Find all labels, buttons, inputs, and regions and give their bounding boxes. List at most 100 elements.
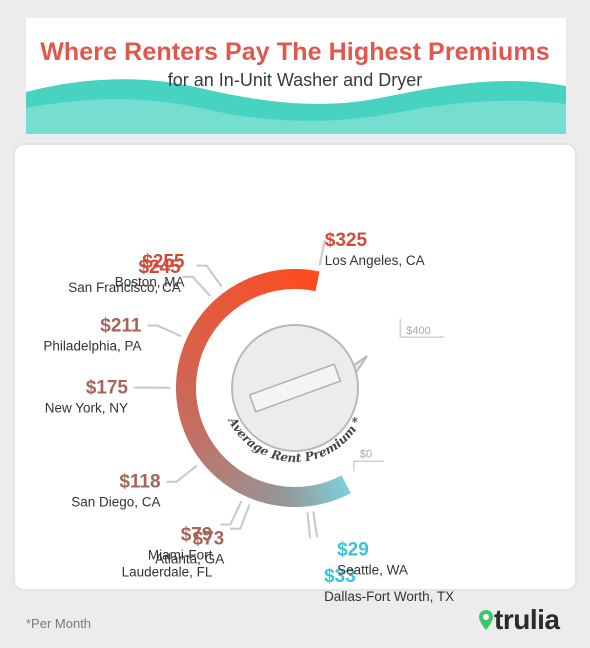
gauge-end-cap: [313, 271, 320, 292]
page-subtitle: for an In-Unit Washer and Dryer: [167, 70, 423, 90]
gauge-band-segment: [271, 485, 281, 506]
gauge-band-segment: [189, 433, 210, 448]
gauge-band-segment: [248, 276, 262, 297]
gauge-band-segment: [176, 369, 198, 378]
gauge-band-segment: [313, 484, 323, 505]
gauge-band-segment: [222, 289, 239, 310]
gauge-band-segment: [247, 478, 260, 500]
gauge-band-segment: [252, 480, 264, 501]
gauge-band-segment: [181, 417, 203, 430]
gauge-band-segment: [325, 480, 338, 502]
gauge-band-segment: [204, 306, 223, 324]
gauge-band-segment: [211, 299, 229, 318]
page-title: Where Renters Pay The Highest Premiums: [40, 38, 550, 66]
gauge-band-segment: [308, 485, 318, 506]
gauge-band-segment: [185, 425, 206, 439]
gauge-band-segment: [329, 479, 342, 500]
gauge-band-segment: [213, 460, 232, 479]
gauge-band-segment: [261, 483, 273, 504]
gauge-band-segment: [301, 269, 310, 290]
gauge-band-segment: [207, 302, 226, 321]
gauge-band-segment: [242, 476, 257, 498]
gauge-band-segment: [225, 468, 242, 488]
gauge-band-segment: [190, 326, 211, 342]
city-label: New York, NY: [45, 401, 128, 416]
value-label: $73: [193, 529, 225, 550]
gauge-band-segment: [177, 401, 198, 411]
city-label: Boston, MA: [115, 275, 185, 290]
gauge-band-segment: [266, 484, 277, 505]
value-label: $118: [119, 472, 160, 493]
callout-line: [318, 239, 326, 266]
gauge-band-segment: [235, 282, 250, 303]
callout-line: [147, 324, 182, 338]
gauge-band-segment: [306, 269, 315, 291]
callout-line: [312, 511, 319, 538]
gauge-band-segment: [187, 330, 209, 345]
callout-line: [166, 464, 198, 483]
gauge-band-segment: [195, 318, 215, 334]
value-label: $79: [181, 524, 213, 545]
gauge-band-segment: [197, 444, 217, 461]
gauge-band-segment: [268, 270, 278, 292]
city-label: Dallas-Fort Worth, TX: [324, 589, 454, 604]
scale-min-bracket: [353, 460, 384, 472]
gauge-band-segment: [263, 271, 274, 293]
gauge-band-segment: [178, 359, 199, 369]
scale-max-label: $400: [406, 325, 430, 337]
city-label: San Diego, CA: [71, 495, 160, 510]
callout-line: [196, 264, 223, 288]
gauge-band-segment: [203, 451, 222, 469]
dial-slot: [248, 363, 342, 413]
gauge-band-segment: [192, 322, 213, 338]
value-label: $245: [138, 257, 181, 278]
gauge-band-segment: [179, 354, 201, 365]
gauge-band-segment: [183, 421, 204, 435]
city-label: Philadelphia, PA: [43, 339, 141, 354]
gauge-band-segment: [185, 335, 207, 349]
gauge-band-segment: [258, 273, 270, 294]
value-label: $255: [142, 252, 185, 273]
scale-max-bracket: [399, 319, 445, 338]
gauge-band-segment: [177, 364, 199, 373]
map-pin-icon: [479, 610, 493, 630]
gauge-band-segment: [180, 349, 202, 361]
callout-line: [182, 275, 212, 297]
brand-name: trulia: [494, 604, 560, 635]
gauge-band-segment: [229, 470, 245, 491]
gauge-band-segment: [201, 310, 221, 328]
value-label: $33: [324, 566, 356, 587]
value-label: $211: [100, 316, 142, 337]
gauge-band-segment: [273, 270, 282, 291]
gauge-band-segment: [198, 314, 218, 331]
city-label: Los Angeles, CA: [325, 253, 425, 268]
gauge-band-segment: [214, 296, 233, 315]
gauge-band-segment: [217, 463, 235, 483]
gauge-band-segment: [256, 481, 268, 503]
gauge-band-segment: [180, 413, 201, 425]
gauge-band-segment: [206, 454, 225, 472]
city-label: Seattle, WA: [337, 562, 408, 577]
gauge-band-segment: [244, 277, 258, 299]
gauge-band-segment: [278, 269, 286, 291]
wave-front: [26, 99, 566, 134]
scale-min-label: $0: [360, 448, 372, 460]
value-label: $325: [325, 230, 368, 251]
gauge-band-segment: [239, 279, 254, 301]
gauge-band-segment: [191, 437, 212, 453]
gauge-band-segment: [317, 483, 328, 504]
callout-line: [220, 500, 243, 526]
gauge-band-segment: [187, 429, 208, 444]
gauge-band-segment: [182, 344, 203, 357]
gauge-band-segment: [304, 485, 313, 507]
gauge-band-segment: [226, 287, 243, 307]
gauge-band-segment: [231, 284, 247, 305]
gauge-band-segment: [218, 292, 236, 312]
footnote: *Per Month: [26, 616, 92, 631]
gauge-band-segment: [178, 409, 200, 421]
brand-logo: trulia: [478, 604, 560, 636]
gauge-band-segment: [176, 397, 198, 406]
value-label: $175: [86, 378, 129, 399]
